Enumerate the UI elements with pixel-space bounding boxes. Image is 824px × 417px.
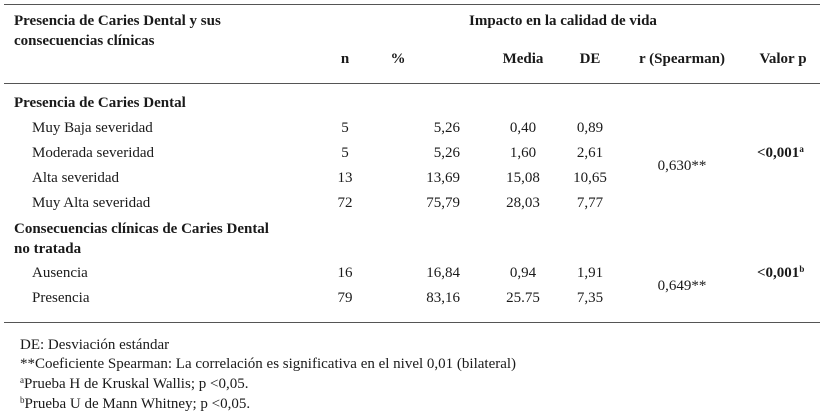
top-rule xyxy=(4,4,820,5)
cell-n: 79 xyxy=(337,290,353,306)
cell-media: 0,94 xyxy=(509,265,537,281)
col-header-media: Media xyxy=(502,51,544,67)
p-value-consecuencias: <0,001b xyxy=(757,264,805,282)
p-value-presencia: <0,001a xyxy=(757,144,804,162)
cell-de: 1,91 xyxy=(576,265,604,281)
cell-media: 1,60 xyxy=(509,145,537,161)
row-group-title-line2: consecuencias clínicas xyxy=(14,33,155,49)
cell-pct: 16,84 xyxy=(426,265,460,281)
row-label: Ausencia xyxy=(32,265,88,281)
cell-n: 16 xyxy=(337,265,353,281)
row-group-title-line1: Presencia de Caries Dental y sus xyxy=(14,13,221,29)
section-title-presencia: Presencia de Caries Dental xyxy=(14,95,186,111)
cell-n: 72 xyxy=(337,195,353,211)
cell-de: 2,61 xyxy=(576,145,604,161)
cell-n: 5 xyxy=(341,120,349,136)
cell-n: 13 xyxy=(337,170,353,186)
col-header-p: Valor p xyxy=(759,51,807,67)
bottom-rule xyxy=(4,322,820,323)
footnote-a: aPrueba H de Kruskal Wallis; p <0,05. xyxy=(20,375,249,393)
cell-de: 7,35 xyxy=(576,290,604,306)
row-label: Muy Alta severidad xyxy=(32,195,151,211)
cell-pct: 13,69 xyxy=(426,170,460,186)
cell-media: 25.75 xyxy=(506,290,540,306)
spearman-r-consecuencias: 0,649** xyxy=(657,278,707,294)
section-title-consecuencias-line1: Consecuencias clínicas de Caries Dental xyxy=(14,221,269,237)
cell-pct: 75,79 xyxy=(426,195,460,211)
section-title-consecuencias-line2: no tratada xyxy=(14,241,82,257)
cell-n: 5 xyxy=(341,145,349,161)
footnote-de: DE: Desviación estándar xyxy=(20,337,170,353)
row-label: Moderada severidad xyxy=(32,145,155,161)
col-header-pct: % xyxy=(390,51,406,67)
col-header-r: r (Spearman) xyxy=(639,51,725,67)
span-header-title: Impacto en la calidad de vida xyxy=(469,13,657,29)
row-label: Alta severidad xyxy=(32,170,120,186)
cell-de: 10,65 xyxy=(573,170,607,186)
cell-media: 0,40 xyxy=(509,120,537,136)
cell-pct: 83,16 xyxy=(426,290,460,306)
cell-media: 28,03 xyxy=(506,195,540,211)
row-label: Presencia xyxy=(32,290,90,306)
footnote-b: bPrueba U de Mann Whitney; p <0,05. xyxy=(20,395,251,413)
cell-pct: 5,26 xyxy=(433,120,460,136)
col-header-n: n xyxy=(340,51,350,67)
spearman-r-presencia: 0,630** xyxy=(657,158,707,174)
cell-pct: 5,26 xyxy=(433,145,460,161)
cell-de: 7,77 xyxy=(576,195,604,211)
header-rule xyxy=(4,83,820,84)
cell-de: 0,89 xyxy=(576,120,604,136)
row-label: Muy Baja severidad xyxy=(32,120,153,136)
col-header-de: DE xyxy=(579,51,601,67)
footnote-spearman: **Coeficiente Spearman: La correlación e… xyxy=(20,356,517,372)
cell-media: 15,08 xyxy=(506,170,540,186)
